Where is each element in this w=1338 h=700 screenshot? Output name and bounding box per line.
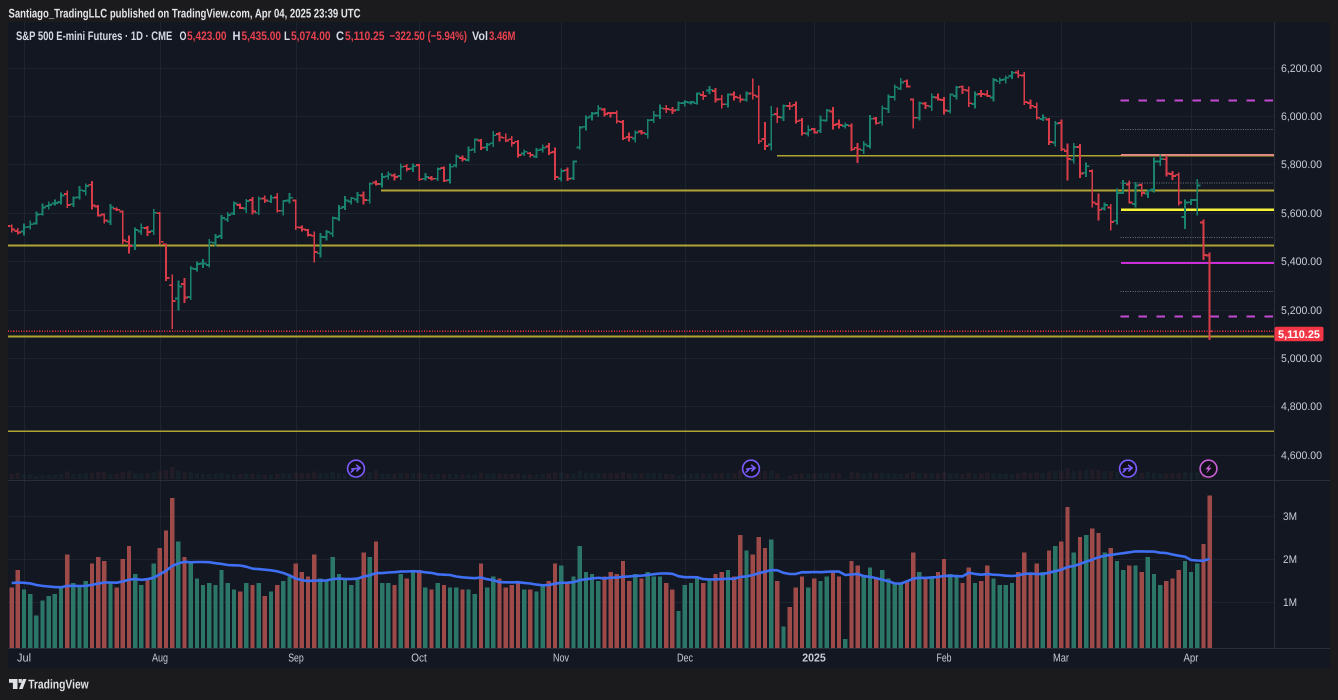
- svg-text:Sep: Sep: [288, 653, 304, 665]
- svg-text:6,000.00: 6,000.00: [1281, 111, 1322, 123]
- svg-text:5,074.00: 5,074.00: [291, 29, 331, 43]
- svg-text:5,600.00: 5,600.00: [1281, 208, 1322, 220]
- svg-text:Santiago_TradingLLC published: Santiago_TradingLLC published on Trading…: [9, 6, 361, 20]
- svg-text:−322.50 (−5.94%): −322.50 (−5.94%): [390, 29, 468, 43]
- svg-text:S&P 500 E-mini Futures · 1D ·: S&P 500 E-mini Futures · 1D · CME: [16, 29, 172, 43]
- svg-text:L: L: [284, 29, 290, 43]
- svg-text:5,200.00: 5,200.00: [1281, 305, 1322, 317]
- svg-text:2M: 2M: [1283, 554, 1297, 566]
- svg-text:5,000.00: 5,000.00: [1281, 353, 1322, 365]
- svg-text:2025: 2025: [802, 653, 826, 665]
- svg-text:5,423.00: 5,423.00: [187, 29, 227, 43]
- svg-text:5,435.00: 5,435.00: [242, 29, 282, 43]
- svg-text:O: O: [180, 29, 187, 43]
- svg-text:5,110.25: 5,110.25: [1278, 329, 1320, 341]
- svg-text:4,600.00: 4,600.00: [1281, 450, 1322, 462]
- svg-text:5,800.00: 5,800.00: [1281, 159, 1322, 171]
- svg-text:6,200.00: 6,200.00: [1281, 63, 1322, 75]
- svg-text:Dec: Dec: [677, 653, 693, 665]
- svg-text:C: C: [336, 29, 344, 43]
- svg-text:5,110.25: 5,110.25: [345, 29, 385, 43]
- svg-text:4,800.00: 4,800.00: [1281, 401, 1322, 413]
- svg-text:3M: 3M: [1283, 511, 1297, 523]
- svg-text:Feb: Feb: [937, 653, 952, 665]
- svg-text:TradingView: TradingView: [28, 677, 89, 692]
- svg-text:Apr: Apr: [1184, 653, 1199, 665]
- svg-text:Jul: Jul: [17, 653, 31, 665]
- svg-text:Oct: Oct: [411, 653, 427, 665]
- svg-text:1M: 1M: [1283, 597, 1297, 609]
- svg-text:Vol: Vol: [472, 29, 488, 43]
- svg-text:Aug: Aug: [152, 653, 168, 665]
- svg-text:Mar: Mar: [1053, 653, 1069, 665]
- svg-text:H: H: [233, 29, 241, 43]
- svg-text:Nov: Nov: [553, 653, 569, 665]
- svg-text:5,400.00: 5,400.00: [1281, 256, 1322, 268]
- svg-text:3.46M: 3.46M: [489, 29, 516, 43]
